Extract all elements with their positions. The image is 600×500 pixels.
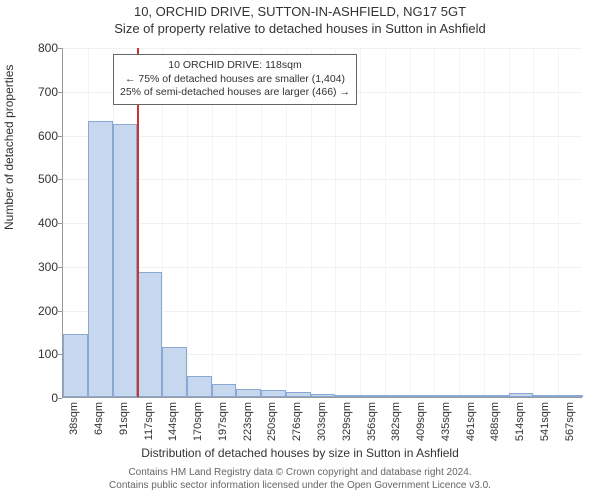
histogram-bar — [558, 395, 583, 397]
x-tick-label: 488sqm — [489, 402, 501, 441]
gridline-v — [434, 48, 435, 397]
x-tick-label: 38sqm — [68, 402, 80, 435]
annotation-line3: 25% of semi-detached houses are larger (… — [120, 86, 350, 100]
x-tick-label: 409sqm — [415, 402, 427, 441]
x-tick-label: 356sqm — [366, 402, 378, 441]
y-tick-mark — [58, 92, 62, 93]
plot-area: 10 ORCHID DRIVE: 118sqm ← 75% of detache… — [62, 48, 582, 398]
gridline-v — [360, 48, 361, 397]
gridline-v — [410, 48, 411, 397]
x-tick-label: 91sqm — [118, 402, 130, 435]
x-tick-label: 329sqm — [341, 402, 353, 441]
histogram-bar — [187, 376, 212, 397]
chart-title-line2: Size of property relative to detached ho… — [0, 21, 600, 36]
x-tick-label: 303sqm — [316, 402, 328, 441]
histogram-bar — [162, 347, 187, 397]
x-tick-label: 435sqm — [440, 402, 452, 441]
y-tick-mark — [58, 267, 62, 268]
histogram-bar — [63, 334, 88, 397]
y-tick-label: 200 — [18, 304, 58, 318]
histogram-bar — [88, 121, 113, 397]
y-tick-mark — [58, 311, 62, 312]
x-tick-label: 250sqm — [266, 402, 278, 441]
x-tick-label: 382sqm — [390, 402, 402, 441]
y-tick-mark — [58, 398, 62, 399]
y-tick-mark — [58, 223, 62, 224]
histogram-bar — [533, 395, 558, 397]
gridline-v — [385, 48, 386, 397]
gridline-h — [63, 267, 582, 268]
x-tick-label: 514sqm — [514, 402, 526, 441]
histogram-bar — [261, 390, 286, 397]
footer-licence: Contains HM Land Registry data © Crown c… — [0, 466, 600, 492]
x-axis-label: Distribution of detached houses by size … — [0, 446, 600, 460]
gridline-h — [63, 179, 582, 180]
y-tick-label: 700 — [18, 85, 58, 99]
histogram-bar — [509, 393, 534, 397]
gridline-v — [484, 48, 485, 397]
x-tick-label: 461sqm — [465, 402, 477, 441]
histogram-bar — [311, 394, 336, 398]
gridline-h — [63, 48, 582, 49]
y-tick-label: 0 — [18, 391, 58, 405]
x-tick-label: 197sqm — [217, 402, 229, 441]
histogram-bar — [335, 395, 360, 397]
histogram-bar — [286, 392, 311, 397]
histogram-bar — [113, 124, 138, 397]
histogram-bar — [360, 395, 385, 397]
y-tick-label: 600 — [18, 129, 58, 143]
y-tick-mark — [58, 179, 62, 180]
histogram-bar — [484, 395, 509, 397]
annotation-line2: ← 75% of detached houses are smaller (1,… — [120, 73, 350, 87]
histogram-bar — [137, 272, 162, 397]
gridline-v — [459, 48, 460, 397]
footer-line2: Contains public sector information licen… — [0, 479, 600, 492]
y-tick-label: 100 — [18, 347, 58, 361]
y-tick-mark — [58, 136, 62, 137]
histogram-bar — [212, 384, 237, 397]
x-tick-label: 117sqm — [143, 402, 155, 440]
y-tick-label: 400 — [18, 216, 58, 230]
gridline-h — [63, 136, 582, 137]
annotation-line1: 10 ORCHID DRIVE: 118sqm — [120, 59, 350, 73]
y-tick-label: 300 — [18, 260, 58, 274]
x-tick-label: 144sqm — [167, 402, 179, 441]
chart-container: 10, ORCHID DRIVE, SUTTON-IN-ASHFIELD, NG… — [0, 0, 600, 500]
footer-line1: Contains HM Land Registry data © Crown c… — [0, 466, 600, 479]
histogram-bar — [410, 395, 435, 397]
gridline-h — [63, 223, 582, 224]
histogram-bar — [385, 395, 410, 397]
y-axis-label: Number of detached properties — [2, 65, 16, 230]
chart-titles: 10, ORCHID DRIVE, SUTTON-IN-ASHFIELD, NG… — [0, 4, 600, 36]
x-tick-label: 276sqm — [291, 402, 303, 441]
x-tick-label: 170sqm — [192, 402, 204, 441]
y-tick-label: 800 — [18, 41, 58, 55]
gridline-v — [509, 48, 510, 397]
y-tick-mark — [58, 354, 62, 355]
x-tick-label: 64sqm — [93, 402, 105, 435]
histogram-bar — [434, 395, 459, 397]
chart-title-line1: 10, ORCHID DRIVE, SUTTON-IN-ASHFIELD, NG… — [0, 4, 600, 19]
histogram-bar — [236, 389, 261, 397]
y-tick-mark — [58, 48, 62, 49]
x-tick-label: 567sqm — [564, 402, 576, 441]
y-tick-label: 500 — [18, 172, 58, 186]
x-tick-label: 541sqm — [539, 402, 551, 441]
histogram-bar — [459, 395, 484, 397]
gridline-v — [533, 48, 534, 397]
x-tick-label: 223sqm — [242, 402, 254, 441]
gridline-v — [558, 48, 559, 397]
annotation-box: 10 ORCHID DRIVE: 118sqm ← 75% of detache… — [113, 54, 357, 105]
